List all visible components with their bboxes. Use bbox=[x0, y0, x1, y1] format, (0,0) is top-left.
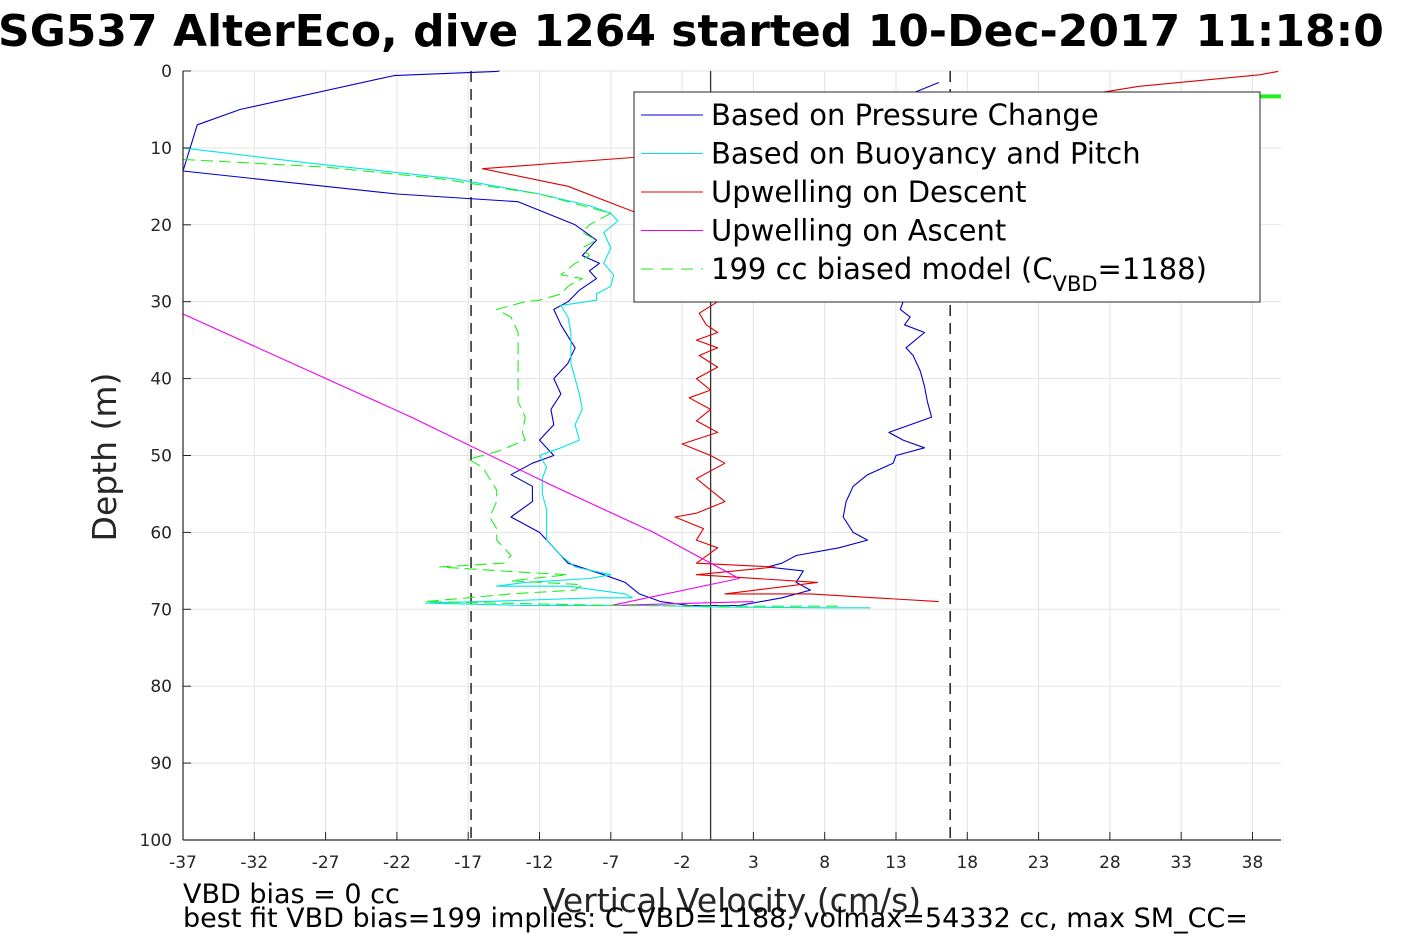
x-tick-label: 8 bbox=[819, 853, 830, 873]
legend-label-main: 199 cc biased model (C bbox=[711, 252, 1053, 286]
x-tick-label: 3 bbox=[748, 853, 759, 873]
x-tick-label: -17 bbox=[454, 853, 482, 873]
series-model bbox=[182, 158, 839, 607]
legend: Based on Pressure Change Based on Buoyanc… bbox=[633, 91, 1261, 303]
x-tick-label: -2 bbox=[674, 853, 691, 873]
x-tick-label: 38 bbox=[1242, 853, 1264, 873]
x-tick-label: -22 bbox=[383, 853, 411, 873]
plot-series bbox=[182, 70, 1281, 609]
x-tick-label: 13 bbox=[885, 853, 907, 873]
legend-box bbox=[633, 91, 1261, 303]
x-tick-label: -32 bbox=[240, 853, 268, 873]
x-tick-label: 33 bbox=[1170, 853, 1192, 873]
y-tick-label: 40 bbox=[150, 370, 172, 390]
legend-label-buoyancy: Based on Buoyancy and Pitch bbox=[711, 137, 1141, 171]
legend-label-pressure: Based on Pressure Change bbox=[711, 98, 1099, 132]
y-tick-label: 0 bbox=[161, 62, 172, 82]
legend-label-model: 199 cc biased model (CVBD=1188) bbox=[711, 252, 1207, 296]
x-tick-label: -37 bbox=[169, 853, 197, 873]
x-tick-label: 18 bbox=[956, 853, 978, 873]
y-tick-label: 60 bbox=[150, 523, 172, 543]
footer-line-2: best fit VBD bias=199 implies: C_VBD=118… bbox=[183, 903, 1248, 934]
y-tick-label: 70 bbox=[150, 600, 172, 620]
x-axis-label: Vertical Velocity (cm/s) bbox=[543, 881, 921, 920]
legend-label-tail: =1188) bbox=[1098, 252, 1207, 286]
chart-title: SG537 AlterEco, dive 1264 started 10-Dec… bbox=[0, 6, 1384, 57]
y-tick-label: 90 bbox=[150, 754, 172, 774]
x-tick-label: -27 bbox=[312, 853, 340, 873]
x-tick-label: -7 bbox=[602, 853, 619, 873]
x-tick-label: -12 bbox=[526, 853, 554, 873]
y-tick-label: 80 bbox=[150, 677, 172, 697]
series-buoyancy bbox=[182, 147, 871, 609]
y-tick-label: 20 bbox=[150, 216, 172, 236]
legend-label-subscript: VBD bbox=[1053, 272, 1098, 296]
y-axis-label: Depth (m) bbox=[85, 373, 124, 542]
footer-line-1: VBD bias = 0 cc bbox=[183, 879, 400, 910]
x-tick-label: 28 bbox=[1099, 853, 1121, 873]
y-tick-label: 10 bbox=[150, 139, 172, 159]
y-tick-label: 100 bbox=[140, 831, 172, 851]
y-ticks: 0 10 20 30 40 50 60 70 80 90 100 bbox=[140, 62, 191, 851]
x-ticks: -37 -32 -27 -22 -17 -12 -7 -2 3 8 13 18 23 28 33 38 bbox=[169, 832, 1263, 873]
legend-label-up_asc: Upwelling on Ascent bbox=[711, 214, 1006, 248]
series-pressure bbox=[182, 70, 940, 607]
legend-label-up_desc: Upwelling on Descent bbox=[711, 175, 1027, 209]
y-tick-label: 30 bbox=[150, 293, 172, 313]
x-tick-label: 23 bbox=[1028, 853, 1050, 873]
series-up_desc bbox=[481, 70, 1279, 603]
y-tick-label: 50 bbox=[150, 447, 172, 467]
